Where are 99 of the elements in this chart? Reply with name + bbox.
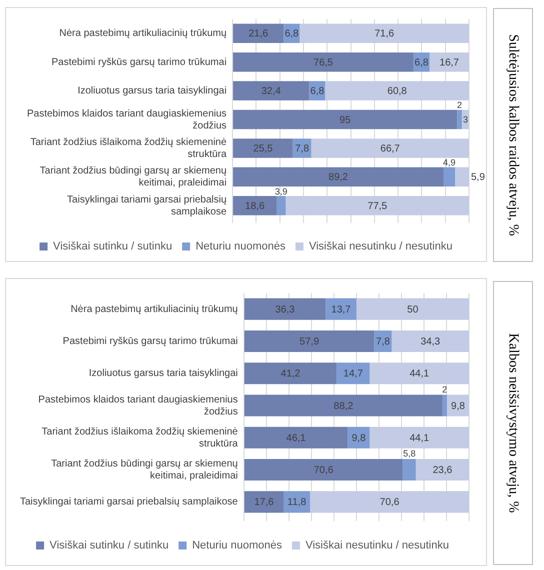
bar — [326, 298, 356, 320]
data-label: 3 — [462, 114, 468, 124]
data-label: 34,3 — [420, 336, 441, 348]
data-label: 70,6 — [380, 497, 400, 508]
bar — [233, 110, 458, 130]
bar — [336, 362, 370, 384]
data-label: 5,9 — [471, 172, 486, 184]
y2-axis-title: Sulėtėjusios kalbos raidos atveju, % — [505, 34, 520, 236]
data-label: 71,6 — [374, 28, 395, 40]
y-tick-label: Taisyklingai tariami garsai priebalsių samplaikose — [20, 496, 238, 508]
data-label: 14,7 — [343, 368, 364, 380]
data-label: 60,8 — [387, 86, 408, 98]
y-tick-label: Tariant žodžius išlaikoma žodžių skiemeninė struktūra — [30, 136, 227, 160]
y-tick-label: Pastebimi ryškūs garsų tarimo trūkumai — [51, 56, 227, 68]
bar — [233, 52, 414, 72]
data-label: 17,6 — [254, 497, 274, 508]
data-label: 46,1 — [286, 432, 306, 444]
data-label: 5,8 — [403, 448, 416, 459]
y-tick-label: Taisyklingai tariami garsai priebalsių samplaikose — [67, 194, 227, 218]
bar — [244, 426, 348, 448]
data-label: 76,5 — [314, 57, 334, 68]
bar — [430, 52, 469, 72]
data-label: 44,1 — [410, 368, 430, 380]
data-label: 16,7 — [440, 57, 460, 68]
y-tick-label: Pastebimos klaidos tariant daugiaskiemenius žodžius — [26, 108, 227, 132]
bar — [233, 196, 277, 216]
bar — [402, 459, 416, 481]
data-label: 95 — [340, 114, 352, 126]
data-label: 13,7 — [331, 304, 352, 316]
bar — [374, 330, 392, 352]
bar — [416, 459, 469, 481]
data-label: 70,6 — [314, 465, 334, 476]
data-label: 32,4 — [261, 86, 282, 98]
bar — [310, 491, 469, 513]
data-label: 36,3 — [275, 304, 296, 316]
bar — [286, 196, 469, 216]
bar — [455, 167, 469, 187]
data-label: 18,6 — [245, 200, 265, 212]
y-tick-label: Izoliuotus garsus taria taisyklingai — [78, 86, 227, 97]
data-label: 50 — [407, 304, 419, 316]
y-tick-label: Nėra pastebimų artikuliacinių trūkumų — [59, 28, 227, 40]
legend-label: Visiškai nesutinku / nesutinku — [305, 540, 449, 552]
bar — [244, 394, 442, 416]
data-label: 21,6 — [248, 28, 269, 40]
data-label: 9,8 — [451, 400, 466, 412]
y2-axis-title: Kalbos neišsivystymo atveju, % — [505, 333, 520, 514]
data-label: 2 — [442, 384, 448, 394]
data-label: 9,8 — [352, 432, 366, 444]
data-label: 44,1 — [410, 432, 430, 444]
legend-label: Visiškai nesutinku / nesutinku — [308, 240, 452, 253]
data-label: 77,5 — [368, 200, 388, 212]
bar — [311, 138, 469, 158]
bar — [233, 167, 444, 187]
bar — [244, 298, 326, 320]
data-label: 57,9 — [300, 336, 320, 348]
data-label: 11,8 — [287, 497, 307, 508]
bar — [244, 459, 403, 481]
data-label: 6,8 — [310, 86, 325, 98]
data-label: 7,8 — [295, 143, 310, 154]
legend-label: Visiškai sutinku / sutinku — [53, 240, 172, 253]
y-tick-label: Tariant žodžius išlaikoma žodžių skiemeninė struktūra — [42, 426, 238, 450]
bar — [276, 196, 286, 216]
data-label: 7,8 — [376, 336, 390, 348]
bar — [244, 330, 374, 352]
y-tick-label: Pastebimos klaidos tariant daugiaskiemenius žodžius — [38, 394, 238, 418]
y-tick-label: Tariant žodžius būdingi garsų ar skiemenų keitimai, praleidimai — [40, 166, 227, 189]
data-label: 2 — [457, 100, 462, 110]
legend-label: Visiškai sutinku / sutinku — [50, 540, 169, 552]
data-label: 41,2 — [280, 368, 301, 380]
legend-label: Neturiu nuomonės — [196, 240, 286, 253]
data-label: 6,8 — [284, 28, 300, 40]
legend-label: Neturiu nuomonės — [192, 540, 282, 552]
bar — [370, 426, 469, 448]
data-label: 23,6 — [432, 465, 453, 476]
data-label: 89,2 — [328, 172, 348, 184]
bar — [233, 138, 293, 158]
data-label: 88,2 — [334, 400, 354, 412]
bar — [244, 362, 337, 384]
bar — [233, 24, 284, 43]
bar — [446, 394, 469, 416]
data-label: 3,9 — [274, 186, 288, 196]
bar — [457, 110, 462, 130]
data-label: 4,9 — [443, 158, 456, 168]
bar — [300, 24, 469, 43]
y-tick-label: Izoliuotus garsus taria taisyklingai — [88, 368, 238, 380]
y-tick-label: Nėra pastebimų artikuliacinių trūkumų — [70, 304, 238, 315]
y-tick-label: Tariant žodžius būdingi garsų ar skiemenų keitimai, praleidimai — [51, 458, 238, 482]
bar — [325, 81, 469, 100]
bar — [392, 330, 469, 352]
bar — [356, 298, 469, 320]
data-label: 66,7 — [380, 143, 400, 154]
data-label: 6,8 — [414, 57, 429, 68]
bar — [443, 167, 456, 187]
bar — [370, 362, 469, 384]
bar — [244, 491, 284, 513]
bar — [442, 394, 447, 416]
data-label: 25,5 — [253, 143, 274, 154]
y-tick-label: Pastebimi ryškūs garsų tarimo trūkumai — [62, 336, 238, 347]
bar — [233, 81, 310, 100]
